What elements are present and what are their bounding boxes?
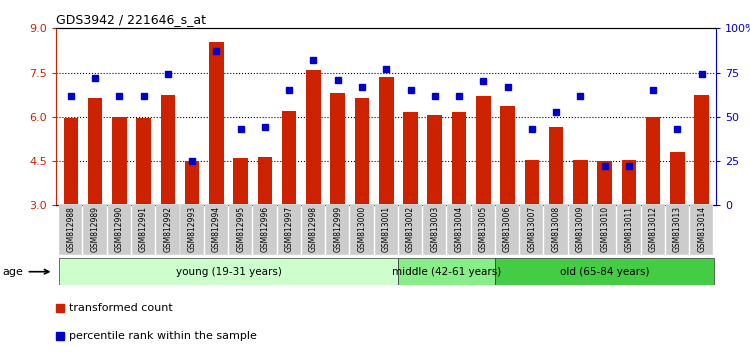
FancyBboxPatch shape [254,204,277,255]
Text: GSM813001: GSM813001 [382,206,391,252]
FancyBboxPatch shape [568,204,592,255]
Text: GSM812994: GSM812994 [212,206,221,252]
FancyBboxPatch shape [59,204,82,255]
Text: GSM812992: GSM812992 [164,206,172,252]
Bar [233,158,248,205]
Bar [64,118,78,205]
FancyBboxPatch shape [326,204,350,255]
Text: GSM813010: GSM813010 [600,206,609,252]
FancyBboxPatch shape [448,204,471,255]
Text: middle (42-61 years): middle (42-61 years) [392,267,502,277]
FancyBboxPatch shape [181,204,204,255]
Bar [136,118,151,205]
FancyBboxPatch shape [593,204,616,255]
FancyBboxPatch shape [520,204,544,255]
Text: GSM813007: GSM813007 [527,206,536,252]
Bar [88,98,102,205]
Text: GSM812999: GSM812999 [333,206,342,252]
FancyBboxPatch shape [666,204,689,255]
Bar [694,95,709,205]
Text: GSM813013: GSM813013 [673,206,682,252]
FancyBboxPatch shape [496,204,519,255]
Bar [452,113,466,205]
FancyBboxPatch shape [302,204,325,255]
FancyBboxPatch shape [229,204,252,255]
Text: GSM813000: GSM813000 [358,206,367,252]
Text: GSM813004: GSM813004 [454,206,464,252]
FancyBboxPatch shape [108,204,131,255]
FancyBboxPatch shape [398,258,496,285]
Bar [573,160,588,205]
Text: GSM813003: GSM813003 [430,206,439,252]
Bar [622,160,636,205]
Text: age: age [3,267,49,277]
FancyBboxPatch shape [205,204,228,255]
Text: GSM812996: GSM812996 [260,206,269,252]
Text: GSM813014: GSM813014 [698,206,706,252]
FancyBboxPatch shape [423,204,446,255]
FancyBboxPatch shape [58,258,398,285]
Bar [331,93,345,205]
Bar [306,70,321,205]
Text: GSM812990: GSM812990 [115,206,124,252]
Bar [427,115,442,205]
Text: old (65-84 years): old (65-84 years) [560,267,650,277]
FancyBboxPatch shape [350,204,374,255]
FancyBboxPatch shape [156,204,179,255]
Bar [355,98,369,205]
Bar [404,113,418,205]
Bar [476,96,490,205]
Bar [258,156,272,205]
FancyBboxPatch shape [399,204,422,255]
Text: transformed count: transformed count [70,303,173,313]
Bar [500,107,514,205]
Text: GSM812995: GSM812995 [236,206,245,252]
Text: GSM812998: GSM812998 [309,206,318,252]
Bar [524,160,539,205]
Text: GDS3942 / 221646_s_at: GDS3942 / 221646_s_at [56,13,206,26]
Text: GSM812989: GSM812989 [91,206,100,252]
Text: GSM812993: GSM812993 [188,206,196,252]
Text: GSM813011: GSM813011 [625,206,634,252]
FancyBboxPatch shape [472,204,495,255]
Text: GSM812997: GSM812997 [285,206,294,252]
Bar [184,161,200,205]
Text: GSM813008: GSM813008 [551,206,560,252]
FancyBboxPatch shape [83,204,106,255]
FancyBboxPatch shape [496,258,714,285]
Text: GSM812988: GSM812988 [66,206,75,252]
FancyBboxPatch shape [132,204,155,255]
Bar [670,152,685,205]
Text: young (19-31 years): young (19-31 years) [176,267,281,277]
FancyBboxPatch shape [278,204,301,255]
Text: GSM813012: GSM813012 [649,206,658,252]
Text: percentile rank within the sample: percentile rank within the sample [70,331,257,341]
Bar [549,127,563,205]
Bar [282,111,296,205]
Text: GSM813006: GSM813006 [503,206,512,252]
FancyBboxPatch shape [641,204,664,255]
Bar [597,161,612,205]
Bar [209,42,224,205]
Bar [112,117,127,205]
Text: GSM813005: GSM813005 [478,206,488,252]
Text: GSM813009: GSM813009 [576,206,585,252]
Bar [379,77,394,205]
FancyBboxPatch shape [544,204,568,255]
FancyBboxPatch shape [690,204,713,255]
Text: GSM812991: GSM812991 [139,206,148,252]
Bar [646,117,661,205]
Bar [160,95,176,205]
FancyBboxPatch shape [617,204,640,255]
FancyBboxPatch shape [374,204,398,255]
Text: GSM813002: GSM813002 [406,206,415,252]
